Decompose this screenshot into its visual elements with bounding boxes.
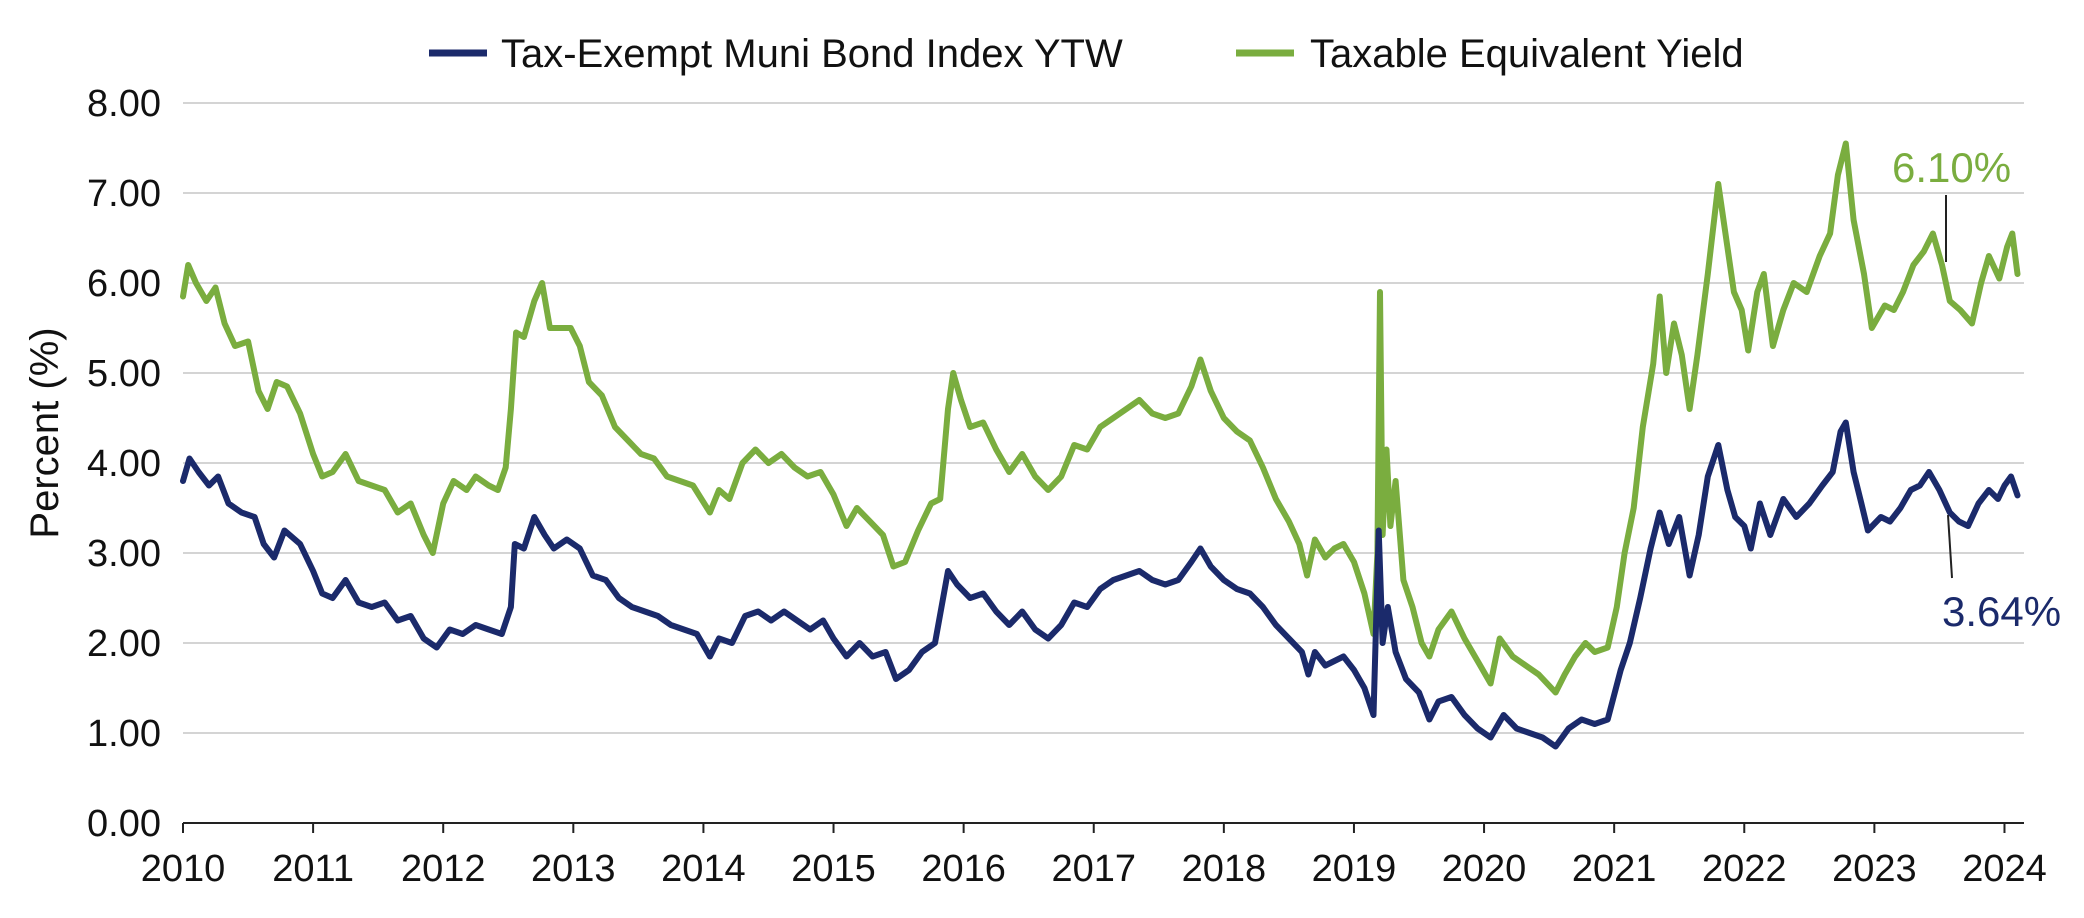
x-tick-label: 2011 [272,848,354,890]
y-tick-label: 1.00 [87,713,161,755]
x-tick-label: 2024 [1962,848,2047,890]
y-tick-label: 5.00 [87,353,161,395]
y-tick-label: 2.00 [87,623,161,665]
muni-end-leader [1947,514,1953,579]
x-tick-label: 2019 [1312,848,1397,890]
x-tick-label: 2012 [401,848,486,890]
end-annotations: 6.10% 3.64% [1892,144,2061,635]
series-lines [180,140,2021,750]
taxable-end-label: 6.10% [1892,144,2011,191]
series-line-muni [180,419,2021,750]
x-tick-label: 2013 [531,848,616,890]
x-tick-label: 2016 [921,848,1006,890]
x-tick-label: 2021 [1572,848,1657,890]
y-tick-label: 6.00 [87,263,161,305]
x-tick-label: 2023 [1832,848,1917,890]
y-tick-label: 3.00 [87,533,161,575]
legend-label-taxable: Taxable Equivalent Yield [1310,32,1744,76]
gridlines [183,102,2024,734]
y-axis-title: Percent (%) [23,327,67,538]
x-tick-label: 2022 [1702,848,1787,890]
muni-end-label: 3.64% [1942,588,2061,635]
x-tick-label: 2018 [1182,848,1267,890]
y-tick-label: 4.00 [87,443,161,485]
x-tick-label: 2014 [661,848,746,890]
x-tick-label: 2010 [141,848,226,890]
y-tick-label: 0.00 [87,803,161,845]
x-tick-label: 2015 [791,848,876,890]
y-tick-label: 8.00 [87,83,161,125]
legend-label-muni: Tax-Exempt Muni Bond Index YTW [501,32,1123,76]
x-tick-label: 2020 [1442,848,1527,890]
axes: 0.00 1.00 2.00 3.00 4.00 5.00 6.00 7.00 8.00 2010… [87,83,2047,890]
legend: Tax-Exempt Muni Bond Index YTW Taxable E… [429,32,1744,76]
x-tick-label: 2017 [1051,848,1136,890]
y-tick-label: 7.00 [87,173,161,215]
series-line-taxable [180,140,2021,696]
